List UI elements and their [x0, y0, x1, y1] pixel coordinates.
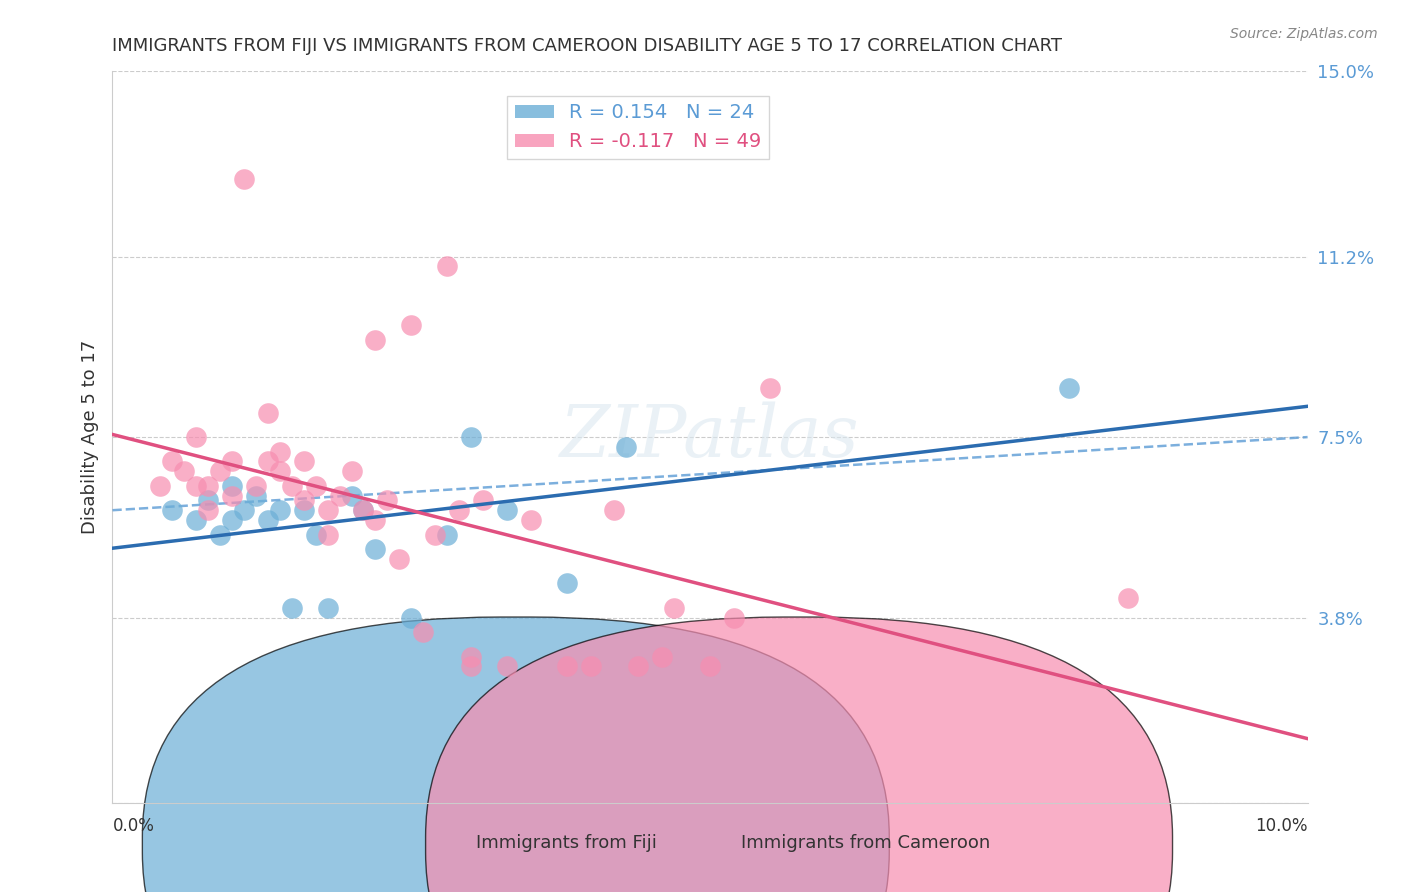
Point: [197, 493, 219, 508]
Point: [664, 600, 686, 615]
Point: [401, 318, 423, 332]
Text: ZIPatlas: ZIPatlas: [560, 401, 860, 473]
Point: [257, 406, 280, 420]
Point: [460, 649, 482, 664]
Point: [340, 489, 363, 503]
Point: [723, 610, 745, 624]
Text: IMMIGRANTS FROM FIJI VS IMMIGRANTS FROM CAMEROON DISABILITY AGE 5 TO 17 CORRELAT: IMMIGRANTS FROM FIJI VS IMMIGRANTS FROM …: [112, 37, 1063, 54]
Point: [460, 659, 482, 673]
Point: [221, 454, 243, 468]
Point: [245, 479, 267, 493]
Point: [555, 576, 578, 591]
Point: [197, 503, 219, 517]
Point: [292, 503, 315, 517]
Point: [197, 479, 219, 493]
Point: [364, 333, 387, 347]
Point: [377, 493, 399, 508]
Point: [579, 659, 602, 673]
Point: [149, 479, 172, 493]
Point: [233, 503, 256, 517]
Point: [269, 444, 291, 458]
Text: Source: ZipAtlas.com: Source: ZipAtlas.com: [1230, 27, 1378, 41]
Point: [316, 503, 339, 517]
Point: [449, 503, 471, 517]
Point: [425, 527, 447, 541]
Text: Immigrants from Cameroon: Immigrants from Cameroon: [741, 834, 990, 852]
Point: [436, 527, 458, 541]
Text: 0.0%: 0.0%: [112, 817, 155, 836]
Point: [436, 260, 458, 274]
Point: [173, 464, 195, 478]
Point: [281, 600, 304, 615]
Point: [221, 489, 243, 503]
Point: [186, 513, 208, 527]
Point: [496, 503, 519, 517]
Point: [316, 527, 339, 541]
Point: [209, 464, 232, 478]
Point: [269, 503, 291, 517]
Point: [305, 479, 328, 493]
Point: [353, 503, 375, 517]
Point: [520, 513, 543, 527]
Point: [627, 659, 650, 673]
Point: [472, 493, 495, 508]
Point: [329, 489, 352, 503]
Point: [759, 381, 782, 395]
Point: [292, 493, 315, 508]
Legend: R = 0.154   N = 24, R = -0.117   N = 49: R = 0.154 N = 24, R = -0.117 N = 49: [508, 95, 769, 159]
Text: Immigrants from Fiji: Immigrants from Fiji: [477, 834, 657, 852]
Point: [412, 625, 434, 640]
Point: [162, 454, 183, 468]
Point: [603, 503, 626, 517]
Point: [1118, 591, 1140, 605]
Point: [316, 600, 339, 615]
Point: [162, 503, 183, 517]
Point: [186, 430, 208, 444]
Point: [186, 479, 208, 493]
Point: [221, 513, 243, 527]
Point: [364, 542, 387, 557]
Y-axis label: Disability Age 5 to 17: Disability Age 5 to 17: [80, 340, 98, 534]
Point: [460, 430, 482, 444]
Point: [292, 454, 315, 468]
Point: [233, 171, 256, 186]
Point: [340, 464, 363, 478]
Point: [555, 659, 578, 673]
Point: [401, 610, 423, 624]
FancyBboxPatch shape: [142, 617, 890, 892]
Point: [209, 527, 232, 541]
Point: [1057, 381, 1080, 395]
Point: [388, 552, 411, 566]
Point: [257, 454, 280, 468]
Point: [364, 513, 387, 527]
Point: [353, 503, 375, 517]
Point: [221, 479, 243, 493]
Point: [651, 649, 673, 664]
Point: [496, 659, 519, 673]
Point: [257, 513, 280, 527]
Point: [616, 440, 638, 454]
Point: [269, 464, 291, 478]
Text: 10.0%: 10.0%: [1256, 817, 1308, 836]
FancyBboxPatch shape: [426, 617, 1173, 892]
Point: [305, 527, 328, 541]
Point: [281, 479, 304, 493]
Point: [699, 659, 721, 673]
Point: [245, 489, 267, 503]
